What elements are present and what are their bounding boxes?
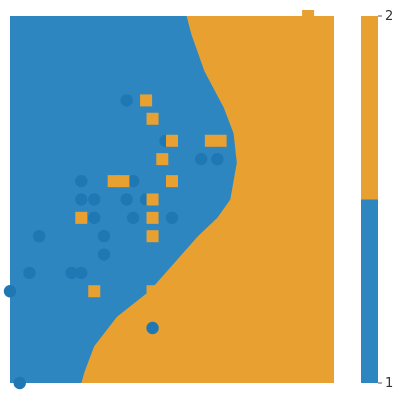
colorbar-tick-label: 1 — [385, 376, 393, 391]
class-2-point — [243, 46, 256, 59]
class-1-point — [211, 152, 224, 166]
class-1-point — [97, 248, 111, 261]
class-2-point — [146, 211, 159, 224]
plot-area — [3, 10, 334, 390]
class-2-point — [302, 10, 315, 22]
class-1-point — [120, 193, 133, 206]
class-2-point — [146, 230, 159, 243]
class-1-point — [120, 94, 133, 107]
class-1-point — [126, 174, 140, 188]
class-1-point — [75, 193, 88, 206]
class-1-point — [97, 230, 111, 243]
class-1-point — [126, 211, 140, 225]
class-2-point — [214, 134, 227, 147]
class-2-point — [146, 112, 159, 125]
class-2-point — [204, 134, 217, 147]
class-1-point — [23, 266, 36, 280]
class-2-point — [263, 211, 276, 224]
class-1-point — [88, 193, 101, 206]
class-2-point — [146, 285, 159, 298]
class-2-point — [156, 153, 169, 166]
class-1-point — [32, 230, 46, 243]
class-1-point — [3, 285, 17, 298]
class-2-point — [166, 134, 178, 147]
class-2-point — [191, 285, 204, 298]
class-2-point — [88, 285, 101, 298]
class-1-point — [88, 211, 101, 225]
class-2-point — [75, 211, 88, 224]
class-1-point — [65, 266, 78, 280]
class-2-point — [302, 266, 315, 279]
class-2-point — [253, 193, 266, 206]
colorbar-segment-class-1 — [361, 199, 378, 383]
colorbar-segment-class-2 — [361, 16, 378, 200]
class-2-point — [146, 193, 159, 206]
class-1-point — [13, 376, 26, 390]
class-1-point — [75, 174, 88, 188]
class-1-point — [146, 321, 159, 335]
class-2-point — [117, 175, 130, 188]
colorbar-tick-label: 2 — [385, 9, 393, 24]
class-2-point — [117, 340, 130, 353]
class-2-point — [140, 94, 153, 107]
class-2-point — [302, 175, 315, 188]
class-2-point — [107, 175, 120, 188]
class-1-point — [194, 152, 208, 166]
class-1-point — [165, 211, 179, 225]
colorbar: 12 — [361, 9, 393, 391]
class-2-point — [166, 175, 178, 188]
class-1-point — [75, 266, 88, 280]
